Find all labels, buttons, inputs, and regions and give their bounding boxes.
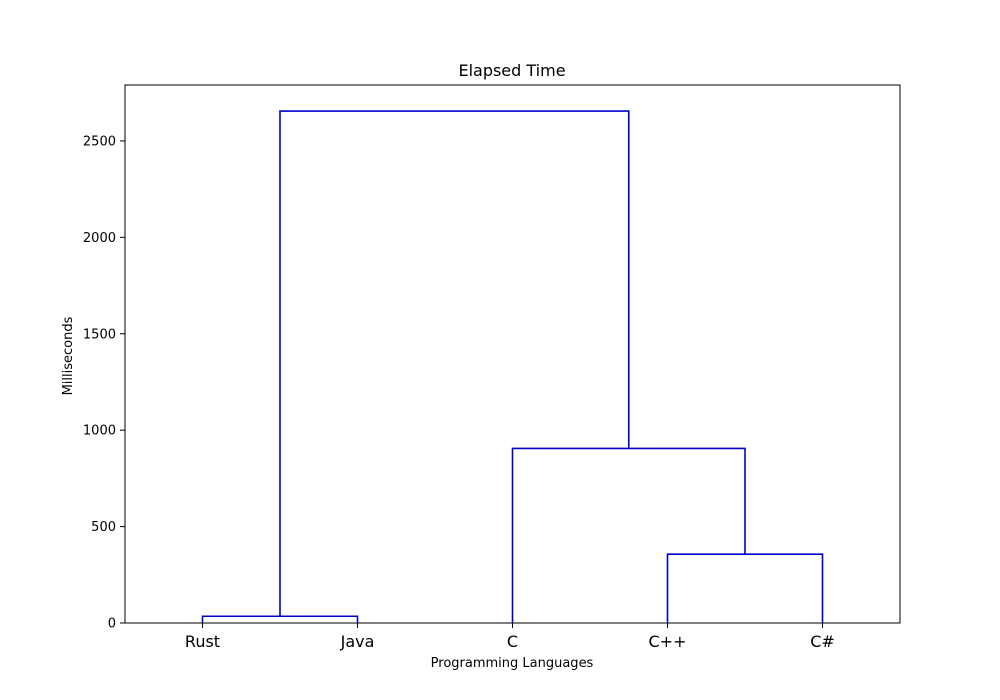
leaf-label-c: C <box>507 632 518 651</box>
dendrogram-link-2 <box>666 553 824 623</box>
dendrogram-links <box>201 110 824 623</box>
y-axis-label: Milliseconds <box>61 316 76 395</box>
leaf-label-cplusplus: C++ <box>649 632 687 651</box>
x-axis: Rust Java C C++ C# <box>185 623 835 651</box>
y-tick-label: 1500 <box>83 327 116 342</box>
y-tick-label: 2500 <box>83 134 116 149</box>
dendrogram-link-1 <box>201 615 359 623</box>
y-tick-label: 1000 <box>83 424 116 439</box>
leaf-label-java: Java <box>340 632 375 651</box>
leaf-label-csharp: C# <box>810 632 835 651</box>
y-tick-label: 500 <box>91 520 116 535</box>
y-tick-label: 0 <box>108 617 116 632</box>
y-tick-label: 2000 <box>83 231 116 246</box>
dendrogram-link-3 <box>511 447 746 623</box>
y-axis: 0 500 1000 1500 2000 2500 <box>83 134 125 632</box>
x-axis-label: Programming Languages <box>431 656 594 671</box>
dendrogram-link-4 <box>279 110 630 617</box>
chart-title: Elapsed Time <box>458 61 565 80</box>
leaf-label-rust: Rust <box>185 632 220 651</box>
